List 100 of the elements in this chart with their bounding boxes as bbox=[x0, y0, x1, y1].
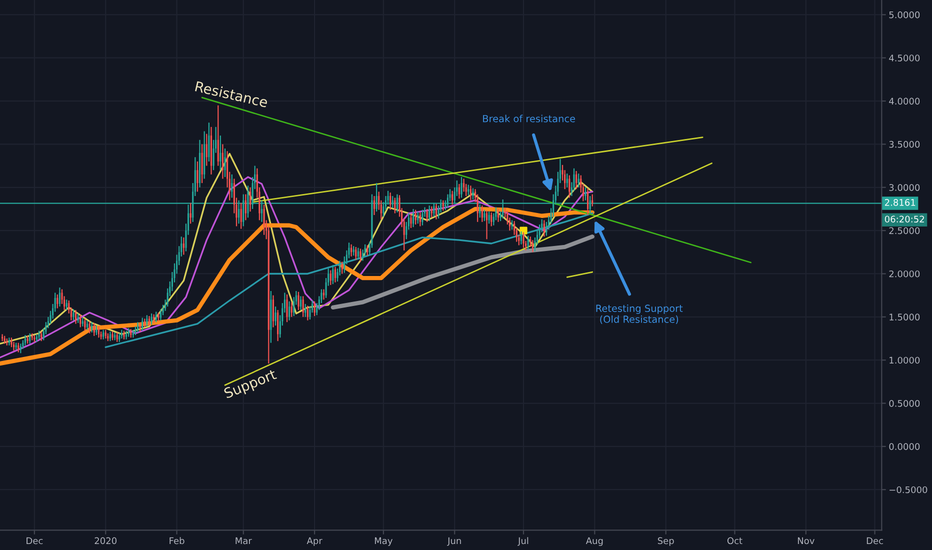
candlestick bbox=[201, 144, 203, 184]
x-tick-label: Sep bbox=[658, 537, 674, 546]
line-series bbox=[0, 206, 594, 366]
candlestick bbox=[58, 286, 60, 308]
candlestick bbox=[286, 294, 288, 323]
candlestick bbox=[56, 294, 58, 309]
candlestick bbox=[530, 236, 532, 248]
candlestick bbox=[206, 133, 208, 166]
candlestick bbox=[412, 208, 414, 228]
candlestick bbox=[112, 331, 114, 341]
candlestick bbox=[566, 173, 568, 188]
annotation: Break of resistance bbox=[483, 114, 576, 122]
line-series bbox=[330, 234, 594, 310]
candlestick bbox=[182, 236, 184, 256]
candlestick bbox=[91, 322, 93, 334]
candlestick bbox=[224, 148, 226, 178]
candlestick bbox=[490, 212, 492, 227]
candlestick bbox=[470, 185, 472, 201]
candlestick bbox=[300, 296, 302, 311]
candlestick bbox=[38, 330, 40, 340]
x-tick-label: Dec bbox=[26, 537, 43, 544]
candlestick bbox=[373, 195, 376, 216]
x-tick-label: May bbox=[374, 537, 392, 546]
candlestick bbox=[357, 247, 359, 260]
candlestick bbox=[488, 211, 490, 224]
x-tick-label: Aug bbox=[586, 537, 603, 546]
candlestick bbox=[497, 208, 500, 222]
candlestick bbox=[80, 314, 82, 328]
candlestick bbox=[430, 206, 432, 218]
candlestick bbox=[93, 322, 95, 336]
candlestick bbox=[422, 209, 424, 226]
y-tick-label: 4.0000 bbox=[889, 98, 920, 105]
candlestick bbox=[24, 334, 26, 346]
candlestick bbox=[10, 337, 12, 348]
y-tick-label: 0.5000 bbox=[889, 400, 920, 407]
candlestick bbox=[390, 192, 392, 210]
candlestick bbox=[222, 144, 224, 180]
candlestick bbox=[84, 318, 86, 332]
candlestick bbox=[208, 122, 210, 162]
annotation: Retesting Support (Old Resistance) bbox=[596, 304, 683, 324]
candlestick bbox=[527, 235, 529, 250]
y-tick-label: −0.5000 bbox=[890, 486, 928, 494]
candlestick bbox=[355, 246, 357, 260]
candlestick bbox=[460, 176, 462, 198]
candlestick bbox=[146, 314, 148, 327]
candlestick bbox=[77, 312, 79, 324]
candlestick bbox=[322, 288, 325, 300]
y-tick-label: 0.0000 bbox=[889, 443, 920, 450]
candlestick bbox=[142, 317, 144, 332]
x-tick-label: Jul bbox=[518, 537, 528, 546]
candlestick bbox=[520, 230, 522, 245]
candlestick bbox=[231, 174, 233, 198]
x-tick-label: Apr bbox=[306, 537, 322, 546]
candlestick bbox=[40, 331, 42, 342]
candlestick bbox=[302, 296, 304, 318]
y-tick-label: 3.0000 bbox=[889, 184, 920, 191]
candlestick bbox=[298, 291, 300, 311]
candlestick bbox=[472, 188, 474, 200]
candlestick bbox=[417, 211, 419, 224]
candlestick bbox=[452, 190, 454, 206]
candlestick bbox=[125, 330, 128, 340]
y-tick-label: 3.5000 bbox=[889, 140, 920, 148]
candlestick bbox=[334, 266, 336, 283]
x-tick-label: Feb bbox=[170, 537, 184, 544]
candlestick bbox=[576, 170, 578, 190]
x-tick-label: 2020 bbox=[94, 537, 117, 544]
candlestick bbox=[419, 212, 421, 227]
candlestick bbox=[578, 173, 580, 188]
candlestick bbox=[150, 312, 152, 326]
candlestick bbox=[586, 188, 589, 216]
x-tick-label: Jun bbox=[447, 537, 461, 546]
y-tick-label: 1.0000 bbox=[890, 356, 920, 364]
candlestick bbox=[288, 300, 290, 321]
candlestick bbox=[72, 308, 74, 321]
candlestick bbox=[136, 322, 139, 334]
candlestick bbox=[442, 200, 444, 212]
candlestick bbox=[240, 202, 242, 230]
line-series bbox=[0, 176, 594, 358]
candlestick bbox=[522, 232, 524, 248]
candlestick bbox=[196, 160, 198, 192]
candlestick bbox=[410, 214, 412, 229]
candlestick bbox=[435, 203, 438, 220]
x-tick-label: Mar bbox=[236, 537, 252, 544]
candlestick bbox=[160, 308, 162, 321]
candlestick bbox=[543, 220, 545, 238]
candlestick bbox=[277, 309, 279, 342]
candlestick bbox=[584, 186, 586, 201]
candlestick bbox=[96, 324, 98, 336]
candlestick bbox=[568, 174, 570, 198]
x-tick-label: Oct bbox=[727, 537, 742, 544]
y-tick-label: 1.5000 bbox=[890, 314, 920, 320]
candlestick bbox=[274, 306, 276, 326]
candlestick bbox=[290, 302, 292, 318]
line-series bbox=[0, 152, 594, 345]
candlestick bbox=[244, 194, 246, 221]
candlestick bbox=[155, 311, 157, 323]
candlestick bbox=[86, 320, 88, 330]
candlestick bbox=[116, 332, 118, 343]
candlestick bbox=[220, 135, 222, 171]
y-tick-label: 5.0000 bbox=[889, 11, 920, 18]
